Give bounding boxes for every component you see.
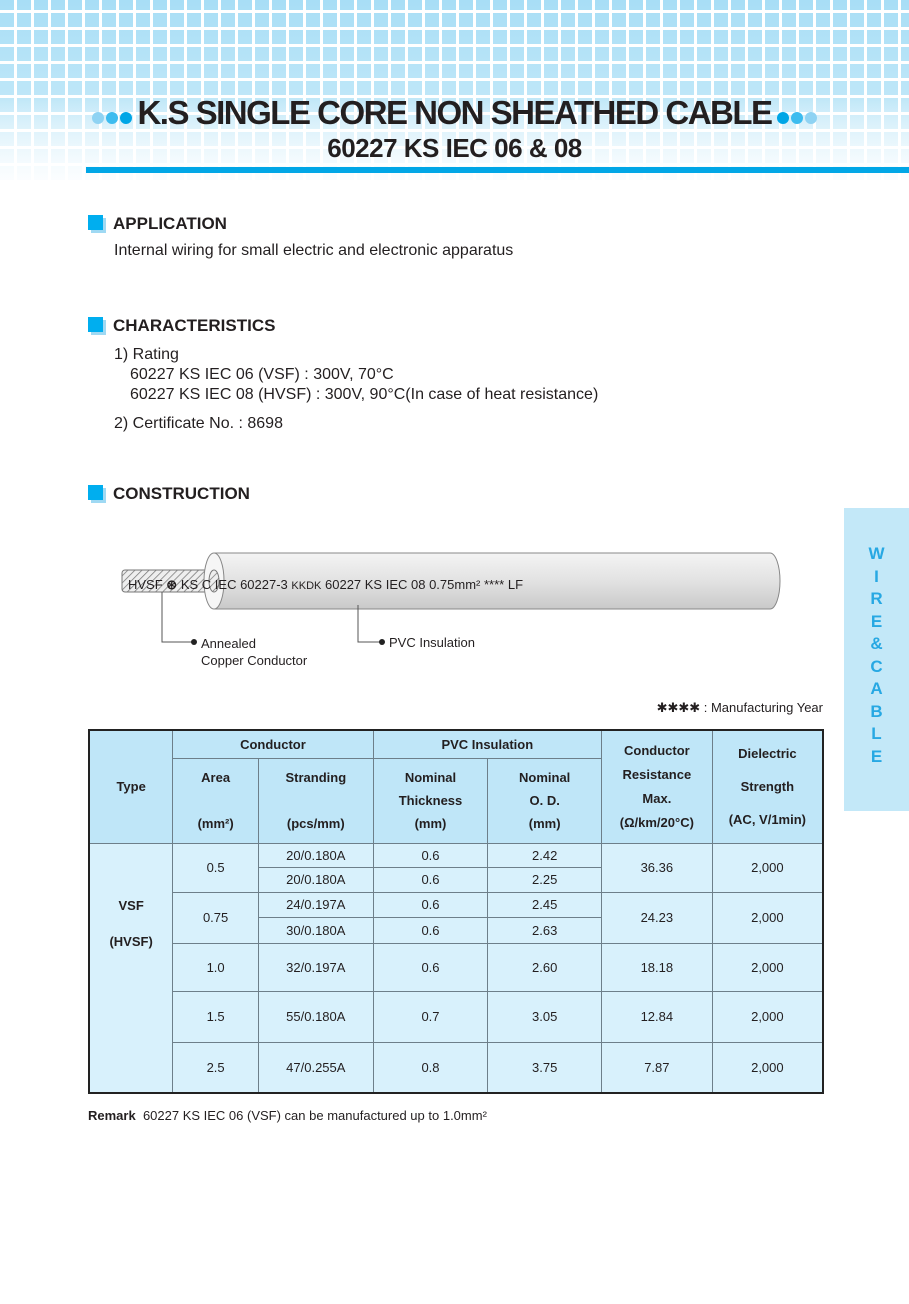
header-stranding: Stranding (pcs/mm) [257,757,374,844]
thickness-cell: 0.7 [372,990,489,1043]
dielectric-cell: 2,000 [711,1041,824,1094]
section-characteristics: CHARACTERISTICS [88,316,275,336]
thickness-cell: 0.6 [372,916,489,944]
header-area: Area (mm²) [172,757,259,844]
side-tab-letter: B [870,701,883,721]
conductor-label: Annealed Copper Conductor [201,636,308,668]
table-row: 1.5 55/0.180A 0.7 3.05 12.84 2,000 [89,990,824,1043]
application-text: Internal wiring for small electric and e… [114,242,514,259]
header-dielectric: Dielectric Strength (AC, V/1min) [711,729,824,844]
cable-diagram [121,552,781,645]
area-cell: 1.0 [172,942,259,992]
area-cell: 0.75 [172,891,259,944]
resistance-cell: 24.23 [600,891,713,944]
thickness-cell: 0.6 [372,891,489,918]
resistance-cell: 7.87 [600,1041,713,1094]
table-row: 30/0.180A 0.6 2.63 [89,916,823,944]
insulation-label: PVC Insulation [389,635,475,650]
square-bullet-icon [88,485,103,500]
od-cell: 2.60 [487,942,602,992]
side-tab-letter: A [870,679,883,698]
dielectric-cell: 2,000 [711,842,824,893]
certificate-text: 2) Certificate No. : 8698 [114,415,283,432]
dielectric-cell: 2,000 [711,990,824,1043]
side-tab-letter: E [870,611,883,631]
thickness-cell: 0.8 [372,1041,489,1094]
thickness-cell: 0.6 [372,866,489,893]
rating-label: 1) Rating [114,346,179,363]
stranding-cell: 24/0.197A [257,891,374,918]
pvc-insulation [214,552,781,610]
side-tab-letter: C [870,656,883,676]
stranding-cell: 47/0.255A [257,1041,374,1094]
thickness-cell: 0.6 [372,942,489,992]
square-bullet-icon [88,317,103,332]
header-od: Nominal O. D. (mm) [487,757,602,844]
manufacturing-year-note: ✱✱✱✱ : Manufacturing Year [656,700,823,715]
od-cell: 2.42 [487,842,602,868]
resistance-cell: 18.18 [600,942,713,992]
side-tab-letter: E [870,746,883,766]
side-tab-letter: W [868,544,885,563]
section-construction: CONSTRUCTION [88,484,250,504]
side-tab-wire-cable: W I R E & C A B L E [844,508,909,811]
ks-mark-icon: ⊛ [166,577,178,592]
od-cell: 3.05 [487,990,602,1043]
type-cell: VSF (HVSF) [88,842,174,1094]
table-row: 2.5 47/0.255A 0.8 3.75 7.87 2,000 [89,1041,824,1094]
square-bullet-icon [88,215,103,230]
dielectric-cell: 2,000 [711,942,824,992]
stranding-cell: 20/0.180A [257,866,374,893]
stranding-cell: 55/0.180A [257,990,374,1043]
side-tab-letter: & [870,634,883,653]
area-cell: 0.5 [172,842,259,893]
page-subtitle: 60227 KS IEC 06 & 08 [327,133,582,163]
dielectric-cell: 2,000 [711,891,824,944]
table-row: 1.0 32/0.197A 0.6 2.60 18.18 2,000 [89,942,824,992]
rating-line: 60227 KS IEC 06 (VSF) : 300V, 70°C [130,366,394,383]
rating-line: 60227 KS IEC 08 (HVSF) : 300V, 90°C(In c… [130,386,599,403]
od-cell: 2.45 [487,891,602,918]
table-row: 0.75 24/0.197A 0.6 2.45 24.23 2,000 [89,891,824,944]
area-cell: 2.5 [172,1041,259,1094]
resistance-cell: 12.84 [600,990,713,1043]
header-banner [0,0,909,180]
spec-table: Type Conductor PVC Insulation Conductor R… [88,729,824,1094]
stranding-cell: 32/0.197A [257,942,374,992]
header-resistance: Conductor Resistance Max. (Ω/km/20°C) [600,729,713,844]
header-thickness: Nominal Thickness (mm) [372,757,489,844]
side-tab-letter: L [871,724,882,743]
stranding-cell: 20/0.180A [257,842,374,868]
page-title: K.S SINGLE CORE NON SHEATHED CABLE [0,94,909,134]
thickness-cell: 0.6 [372,842,489,868]
od-cell: 2.25 [487,866,602,893]
resistance-cell: 36.36 [600,842,713,893]
remark: Remark 60227 KS IEC 06 (VSF) can be manu… [88,1108,487,1123]
header-pvc: PVC Insulation [372,729,602,759]
od-cell: 3.75 [487,1041,602,1094]
side-tab-letter: R [870,589,883,608]
stranding-cell: 30/0.180A [257,916,374,944]
area-cell: 1.5 [172,990,259,1043]
section-application: APPLICATION [88,214,227,234]
od-cell: 2.63 [487,916,602,944]
header-type: Type [88,729,174,844]
side-tab-letter: I [874,566,879,586]
divider [86,167,909,173]
dots-decoration [91,96,133,134]
dots-decoration [776,96,818,134]
table-row: VSF (HVSF) 0.5 20/0.180A 0.6 2.42 36.36 2,000 [88,842,824,1094]
header-conductor: Conductor [172,729,374,759]
cable-print: HVSF ⊛ KS C IEC 60227-3 KKDK 60227 KS IE… [128,577,524,592]
